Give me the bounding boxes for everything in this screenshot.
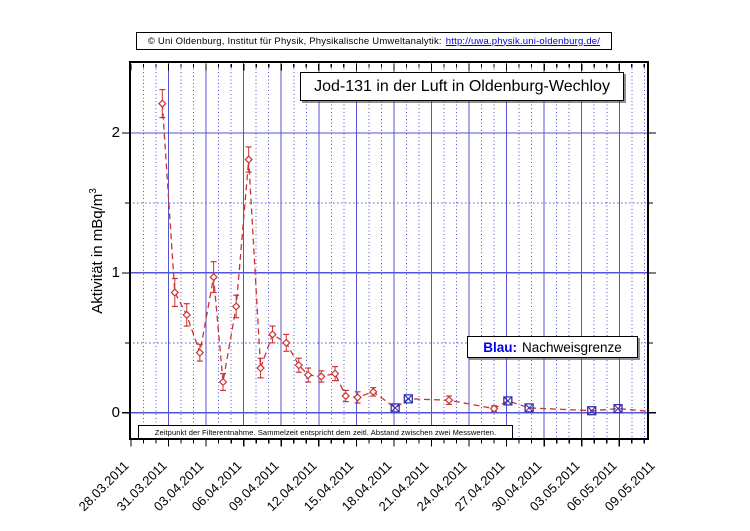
diamond-marker xyxy=(341,391,350,401)
diamond-marker xyxy=(195,348,205,357)
legend-blau-label: Blau: xyxy=(483,339,517,355)
diamond-marker xyxy=(256,363,265,373)
y-axis-title: Aktivität in mBq/m3 xyxy=(88,188,106,314)
crossed-square-marker xyxy=(403,394,413,404)
crossed-square-marker xyxy=(390,403,400,413)
measurement-markers xyxy=(158,99,499,413)
diamond-marker xyxy=(330,369,340,378)
diamond-marker xyxy=(281,338,291,348)
y-tick-label: 2 xyxy=(111,123,120,141)
diamond-marker xyxy=(209,272,218,282)
diamond-marker xyxy=(489,404,499,413)
y-axis-title-exponent: 3 xyxy=(88,188,99,194)
diamond-marker xyxy=(303,370,313,380)
crossed-square-marker xyxy=(587,406,597,416)
y-tick-label: 0 xyxy=(111,403,120,421)
y-tick-label: 1 xyxy=(111,263,120,281)
diamond-marker xyxy=(353,393,362,402)
chart-title: Jod-131 in der Luft in Oldenburg-Wechloy xyxy=(300,72,624,101)
diamond-marker xyxy=(218,377,228,387)
header-url-link[interactable]: http://uwa.physik.uni-oldenburg.de/ xyxy=(445,35,601,47)
diamond-marker xyxy=(444,395,454,405)
series-line xyxy=(161,103,647,412)
diamond-marker xyxy=(244,155,253,164)
legend-box: Blau: Nachweisgrenze xyxy=(467,336,638,358)
diamond-marker xyxy=(369,387,378,397)
diamond-marker xyxy=(294,360,304,370)
diamond-marker xyxy=(268,330,277,339)
plot-frame xyxy=(129,61,649,440)
legend-text: Nachweisgrenze xyxy=(521,339,622,355)
diamond-marker xyxy=(317,372,326,381)
diamond-marker xyxy=(158,99,167,108)
diamond-marker xyxy=(231,302,241,311)
diamond-marker xyxy=(182,310,191,320)
measurement-dashed-line xyxy=(161,103,647,412)
footnote-box: Zeitpunkt der Filterentnahme. Sammelzeit… xyxy=(138,425,513,439)
detection-limit-markers xyxy=(390,394,623,416)
diamond-marker xyxy=(170,288,180,297)
crossed-square-marker xyxy=(503,396,513,406)
error-bars xyxy=(159,88,498,413)
header-copyright: © Uni Oldenburg, Institut für Physik, Ph… xyxy=(147,35,442,47)
crossed-square-marker xyxy=(524,403,534,413)
grid-lines xyxy=(131,63,647,438)
axes-frame xyxy=(122,61,656,447)
header-box: © Uni Oldenburg, Institut für Physik, Ph… xyxy=(136,32,612,50)
crossed-square-marker xyxy=(613,403,623,414)
y-axis-title-text: Aktivität in mBq/m xyxy=(89,193,106,314)
